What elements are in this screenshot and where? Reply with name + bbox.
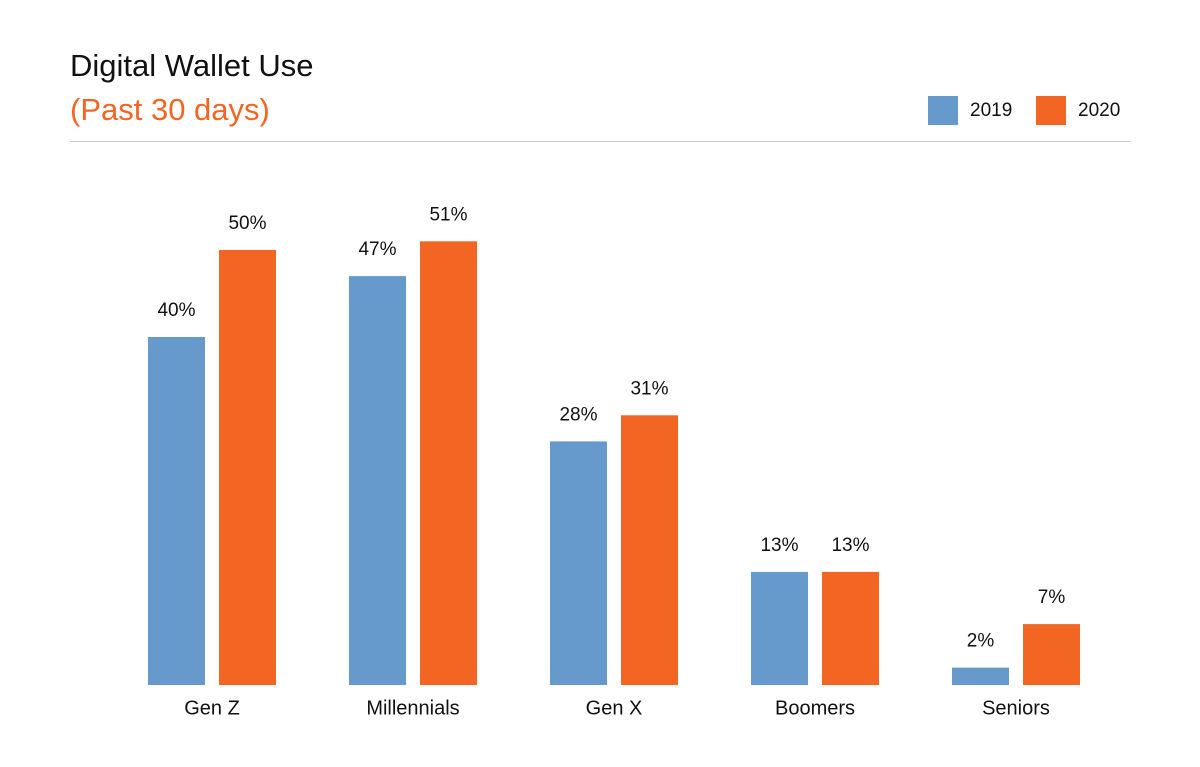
x-tick-label: Gen X (586, 697, 643, 719)
x-tick-label: Seniors (982, 697, 1050, 719)
bar (952, 667, 1009, 685)
data-label: 47% (358, 239, 396, 260)
data-label: 7% (1038, 587, 1066, 608)
legend-label: 2020 (1078, 100, 1120, 121)
legend-swatch (1036, 96, 1066, 125)
x-tick-label: Boomers (775, 697, 855, 719)
chart-title: Digital Wallet Use (70, 48, 313, 83)
data-label: 31% (630, 378, 668, 399)
data-label: 13% (760, 535, 798, 556)
data-label: 2% (967, 631, 995, 652)
bar (1023, 624, 1080, 685)
legend-swatch (928, 96, 958, 125)
data-label: 28% (559, 404, 597, 425)
data-label: 51% (429, 204, 467, 225)
bar (621, 415, 678, 685)
bar (751, 571, 808, 685)
legend-label: 2019 (970, 100, 1012, 121)
bar (550, 441, 607, 685)
x-tick-label: Millennials (366, 697, 459, 719)
data-label: 50% (228, 213, 266, 234)
bar (219, 250, 276, 685)
bar (822, 571, 879, 685)
bar (148, 337, 205, 685)
x-tick-label: Gen Z (184, 697, 240, 719)
bar (420, 241, 477, 686)
bar (349, 276, 406, 685)
data-label: 40% (157, 300, 195, 321)
data-label: 13% (831, 535, 869, 556)
chart-subtitle: (Past 30 days) (70, 92, 270, 127)
